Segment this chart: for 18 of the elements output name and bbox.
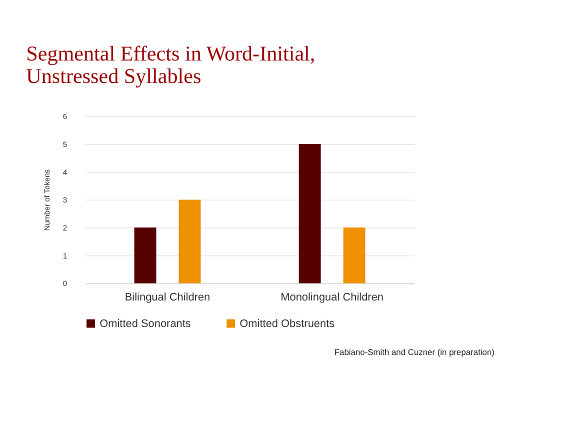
bar: [343, 228, 366, 284]
y-tick-label: 3: [62, 196, 68, 205]
y-tick-label: 0: [62, 279, 68, 288]
text: Fabiano-Smith and Cuzner (in preparation): [334, 346, 495, 357]
x-tick-label: Bilingual Children: [124, 292, 210, 304]
y-tick-label: 4: [62, 168, 68, 177]
y-axis-title: Number of Tokens: [42, 169, 52, 231]
y-tick-label: 1: [62, 251, 68, 260]
y-tick-label: 2: [62, 223, 68, 232]
bar: [178, 200, 201, 284]
legend-label: Omitted Sonorants: [100, 318, 192, 330]
bar: [298, 144, 321, 284]
bar: [134, 228, 156, 284]
x-tick-label: Monolingual Children: [280, 292, 384, 304]
legend-label: Omitted Obstruents: [240, 318, 336, 330]
y-tick-label: 5: [62, 140, 68, 149]
y-tick-label: 6: [62, 112, 68, 122]
chart-title: Segmental Effects in Word-Initial, Unstressed Syllables: [26, 41, 316, 88]
